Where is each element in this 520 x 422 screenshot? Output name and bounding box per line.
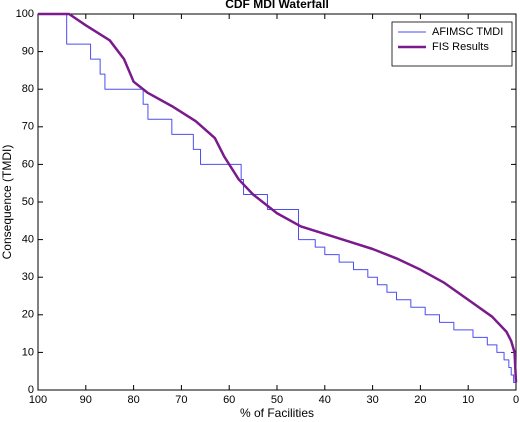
- chart-title: CDF MDI Waterfall: [225, 0, 329, 11]
- x-tick-label: 90: [80, 394, 92, 406]
- x-tick-label: 40: [319, 394, 331, 406]
- x-tick-label: 10: [462, 394, 474, 406]
- y-tick-label: 80: [22, 83, 34, 95]
- x-tick-label: 30: [366, 394, 378, 406]
- x-tick-label: 80: [127, 394, 139, 406]
- y-tick-label: 90: [22, 46, 34, 58]
- y-tick-label: 0: [28, 384, 34, 396]
- y-tick-label: 100: [16, 8, 34, 20]
- x-tick-label: 100: [29, 394, 47, 406]
- x-tick-label: 50: [271, 394, 283, 406]
- y-tick-label: 50: [22, 196, 34, 208]
- x-tick-label: 70: [175, 394, 187, 406]
- x-axis-label: % of Facilities: [240, 406, 314, 420]
- y-tick-label: 30: [22, 271, 34, 283]
- y-tick-label: 40: [22, 234, 34, 246]
- legend-box: [391, 21, 513, 67]
- y-tick-label: 70: [22, 121, 34, 133]
- y-tick-label: 60: [22, 158, 34, 170]
- x-tick-label: 20: [414, 394, 426, 406]
- x-tick-label: 0: [513, 394, 519, 406]
- y-tick-label: 20: [22, 309, 34, 321]
- y-axis-label: Consequence (TMDI): [0, 145, 14, 260]
- legend-label: FIS Results: [432, 41, 489, 53]
- series-line: [38, 12, 518, 383]
- y-tick-label: 10: [22, 346, 34, 358]
- plot-frame: [37, 13, 517, 391]
- x-tick-label: 60: [223, 394, 235, 406]
- series-line: [38, 13, 516, 383]
- legend-label: AFIMSC TMDI: [432, 26, 503, 38]
